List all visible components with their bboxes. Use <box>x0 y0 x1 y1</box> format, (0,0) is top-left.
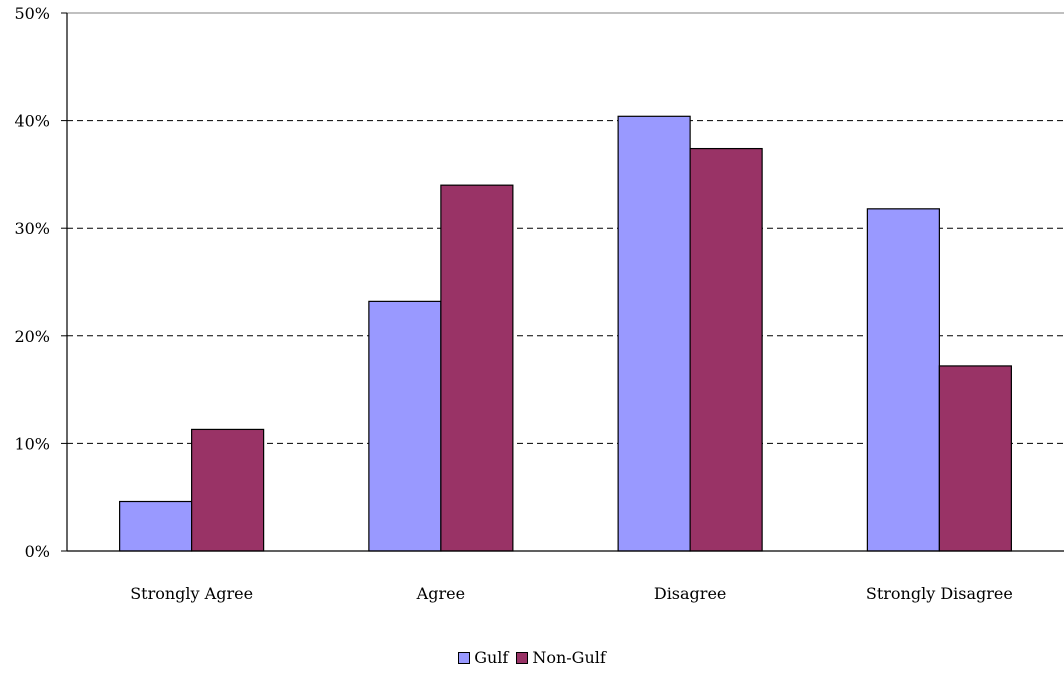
bar-non-gulf <box>938 365 1012 552</box>
legend-item-gulf: Gulf <box>458 648 508 667</box>
y-tick-label: 30% <box>14 219 50 238</box>
x-category-label: Agree <box>416 584 465 603</box>
x-axis-categories: Strongly Agree Agree Disagree Strongly Disa… <box>130 584 1013 603</box>
x-category-label: Strongly Disagree <box>866 584 1013 603</box>
legend-swatch-gulf <box>458 651 471 664</box>
y-tick-label: 10% <box>14 434 50 453</box>
y-tick-label: 40% <box>14 112 50 131</box>
y-tick-label: 20% <box>14 327 50 346</box>
legend-label-non-gulf: Non-Gulf <box>532 648 606 667</box>
bar-gulf <box>119 500 193 552</box>
axes <box>66 12 1064 552</box>
legend: Gulf Non-Gulf <box>0 648 1064 667</box>
legend-item-non-gulf: Non-Gulf <box>516 648 606 667</box>
bar-gulf <box>866 208 940 552</box>
bars <box>119 115 1012 552</box>
y-tick-label: 50% <box>14 4 50 23</box>
legend-swatch-non-gulf <box>516 651 529 664</box>
x-category-label: Disagree <box>654 584 727 603</box>
bar-non-gulf <box>689 147 763 552</box>
bar-non-gulf <box>440 184 514 552</box>
bar-gulf <box>617 115 691 552</box>
bar-gulf <box>368 300 442 552</box>
bar-non-gulf <box>191 428 265 552</box>
y-axis-ticks: 0% 10% 20% 30% 40% 50% <box>14 4 67 561</box>
y-tick-label: 0% <box>25 542 50 561</box>
x-category-label: Strongly Agree <box>130 584 253 603</box>
legend-label-gulf: Gulf <box>474 648 509 667</box>
